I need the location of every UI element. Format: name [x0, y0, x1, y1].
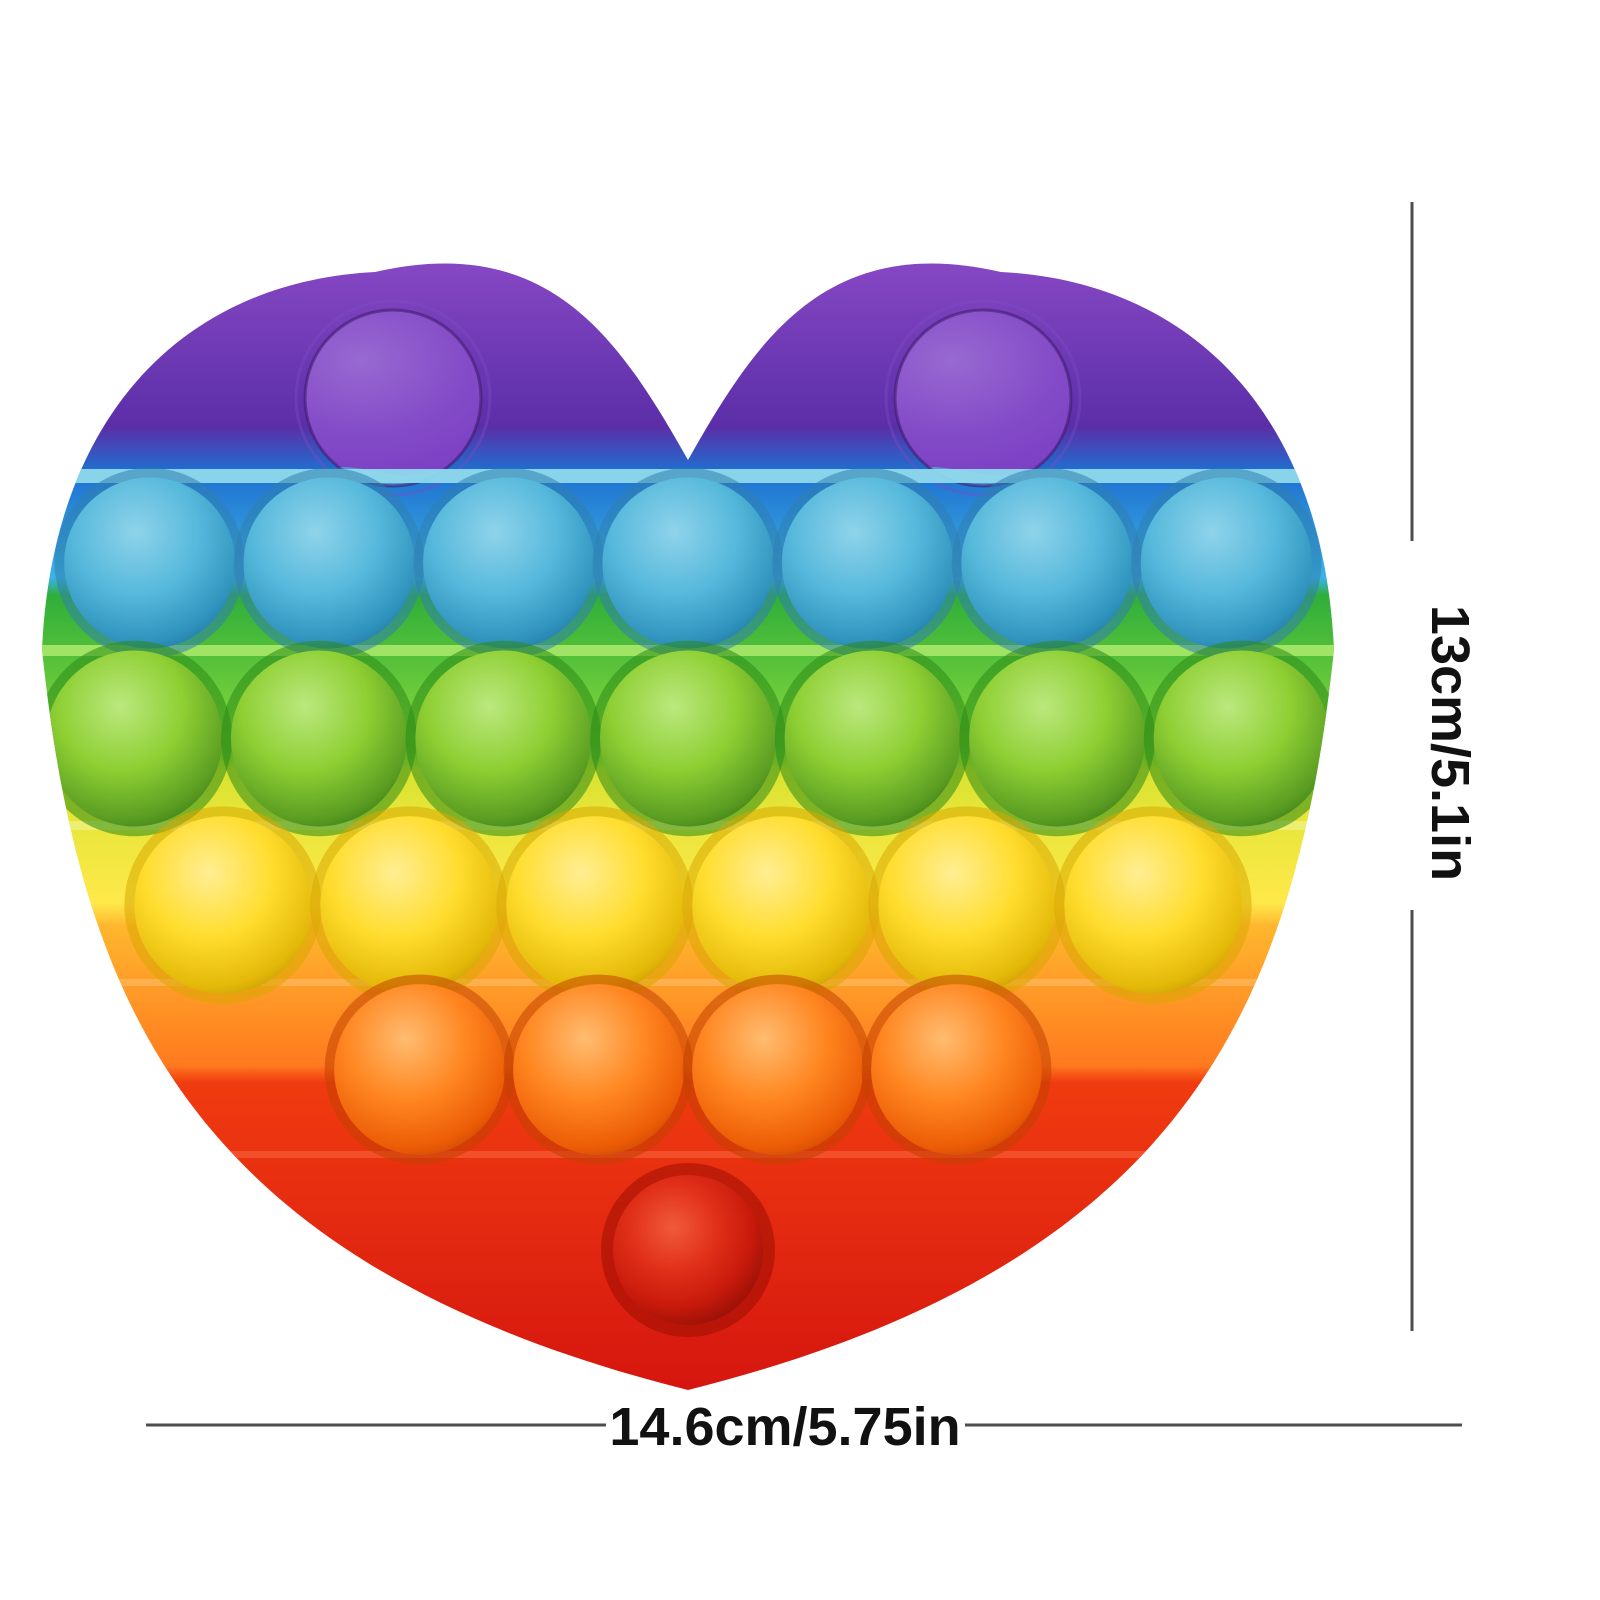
svg-text:13cm/5.1in: 13cm/5.1in [1420, 605, 1480, 881]
svg-text:14.6cm/5.75in: 14.6cm/5.75in [609, 1397, 960, 1457]
